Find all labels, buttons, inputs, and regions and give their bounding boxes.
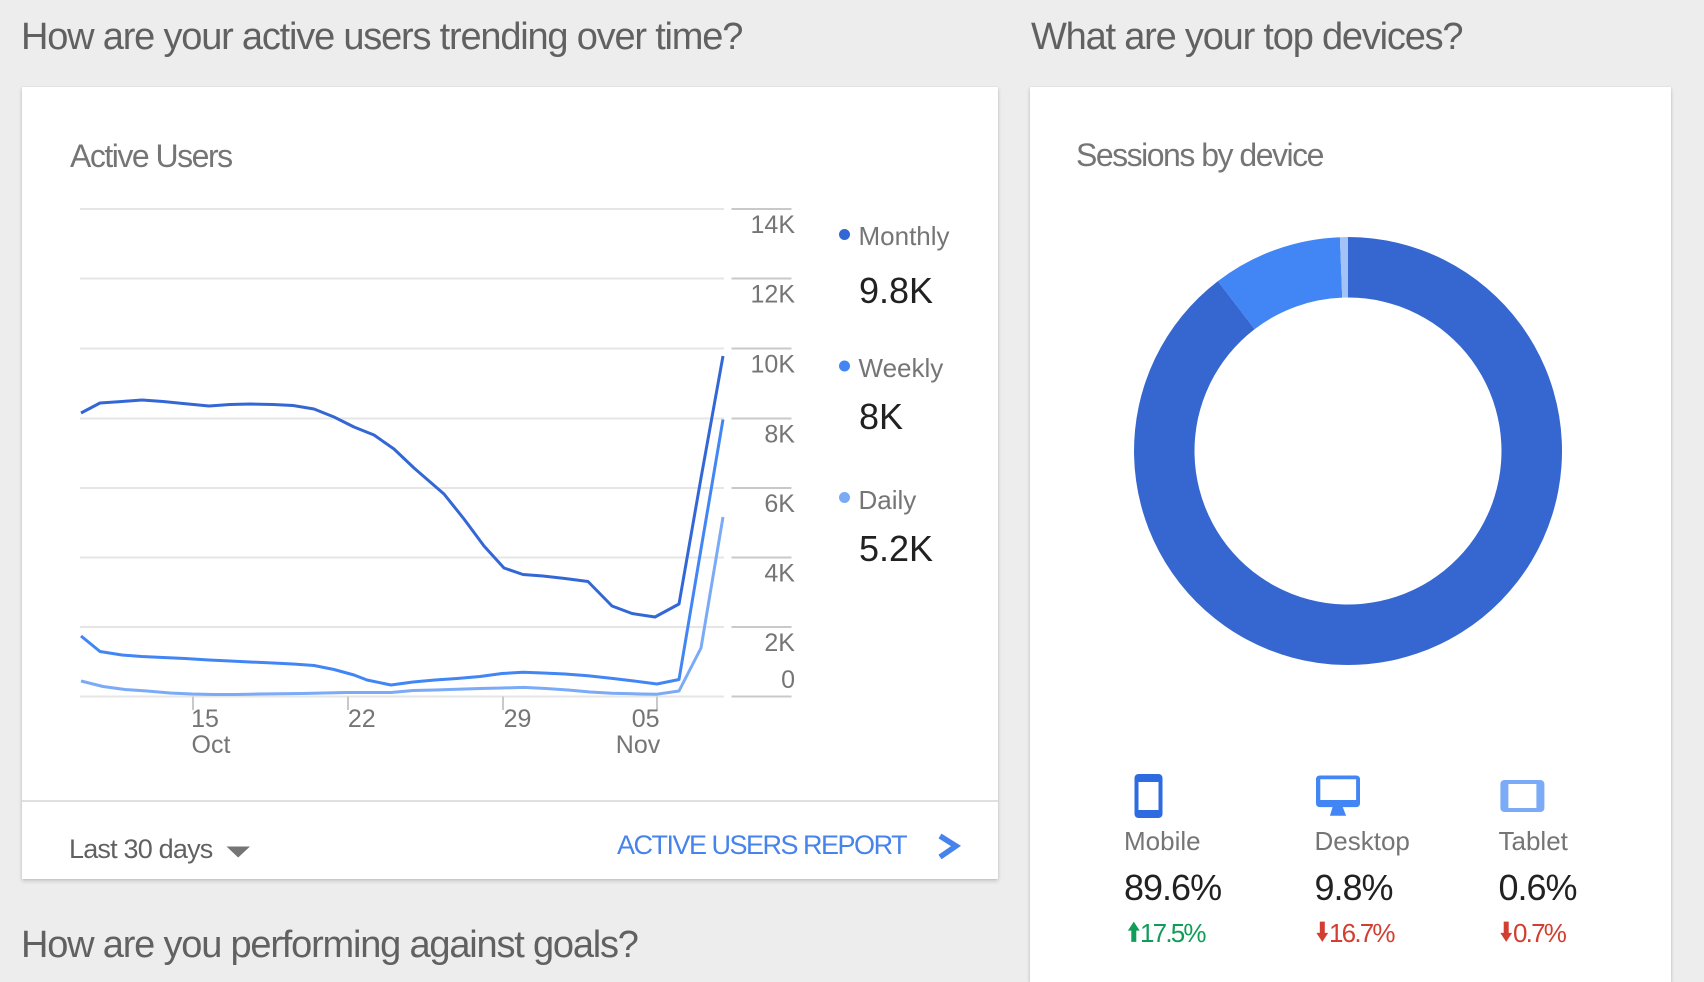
svg-text:12K: 12K	[751, 281, 796, 309]
svg-text:2K: 2K	[764, 629, 795, 657]
svg-text:Nov: Nov	[616, 731, 661, 759]
svg-text:29: 29	[504, 705, 532, 733]
svg-text:0: 0	[781, 666, 795, 694]
svg-text:22: 22	[348, 705, 376, 733]
svg-text:Oct: Oct	[192, 731, 231, 759]
svg-text:4K: 4K	[764, 560, 795, 588]
svg-text:8K: 8K	[764, 421, 795, 449]
svg-text:6K: 6K	[764, 490, 795, 518]
svg-text:15: 15	[191, 705, 219, 733]
svg-text:10K: 10K	[751, 351, 796, 379]
svg-text:14K: 14K	[751, 211, 796, 239]
svg-text:05: 05	[632, 705, 660, 733]
